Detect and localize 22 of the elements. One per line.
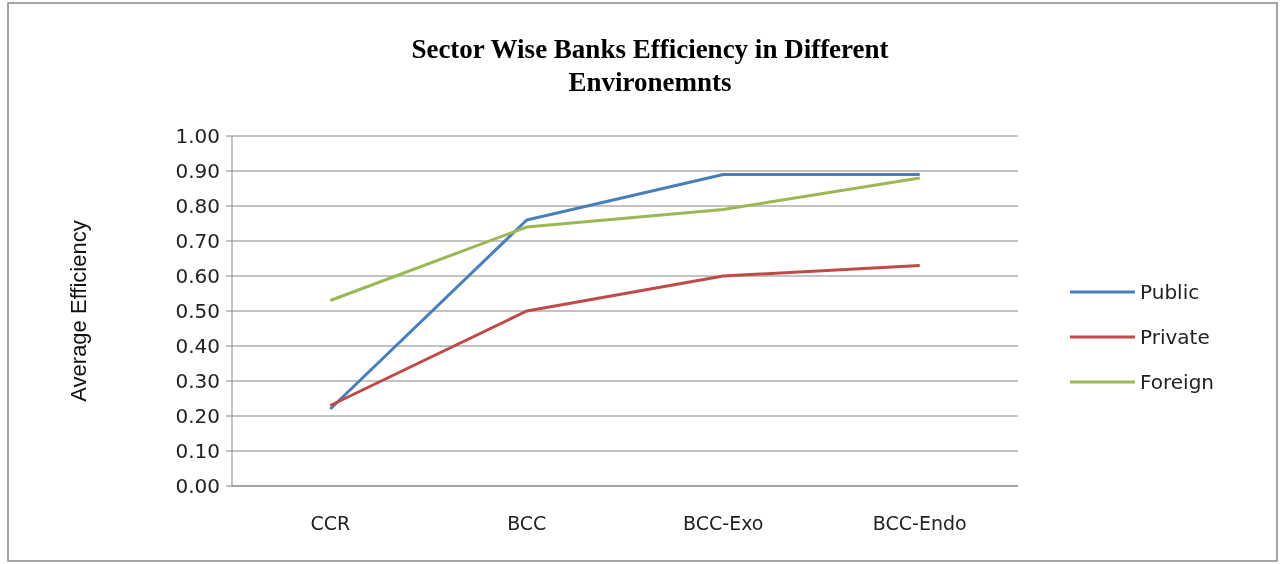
y-tick-label: 0.00 [175,474,220,498]
y-tick-label: 0.70 [175,229,220,253]
y-tick-label: 0.80 [175,194,220,218]
y-tick-label: 0.10 [175,439,220,463]
x-tick-label: CCR [310,512,351,534]
legend-label: Foreign [1140,370,1215,394]
x-tick-label: BCC-Exo [683,512,764,534]
y-tick-label: 1.00 [175,124,220,148]
chart-title: Sector Wise Banks Efficiency in Different Environemnts [411,34,889,97]
y-axis-title: Average Efficiency [66,220,91,402]
x-tick-label: BCC [507,512,547,534]
line-series [328,264,922,407]
y-tick-label: 0.90 [175,159,220,183]
legend-label: Public [1140,280,1200,304]
y-tick-label: 0.50 [175,299,220,323]
y-tick-label: 0.40 [175,334,220,358]
y-tick-label: 0.30 [175,369,220,393]
y-tick-label: 0.20 [175,404,220,428]
line-series [328,176,922,302]
y-tick-label: 0.60 [175,264,220,288]
x-tick-label: BCC-Endo [872,512,967,534]
legend-label: Private [1140,325,1210,349]
